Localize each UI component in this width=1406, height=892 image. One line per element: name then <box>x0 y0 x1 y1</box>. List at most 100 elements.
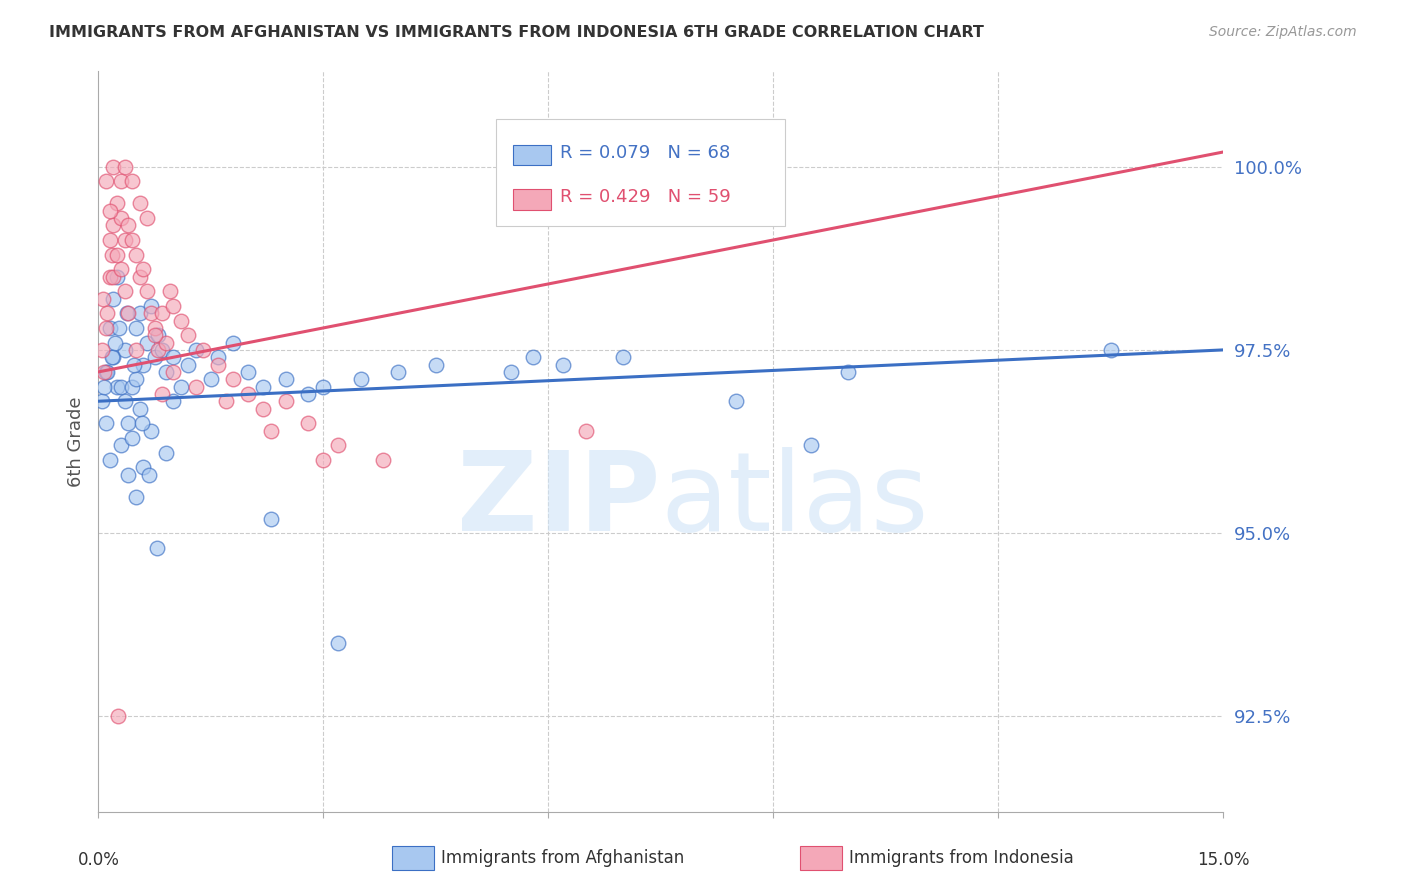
Point <box>724 394 747 409</box>
Point <box>148 328 170 343</box>
Point <box>125 343 148 357</box>
Point <box>132 358 155 372</box>
Point <box>837 365 859 379</box>
Point <box>105 379 128 393</box>
Point <box>162 394 184 409</box>
Point <box>103 292 125 306</box>
Point <box>94 365 117 379</box>
Point <box>125 247 148 261</box>
Point <box>328 438 350 452</box>
Point <box>94 321 117 335</box>
Point <box>387 365 409 379</box>
Point <box>553 358 575 372</box>
Point <box>103 350 125 364</box>
Text: ZIP: ZIP <box>457 447 661 554</box>
Point <box>162 365 184 379</box>
Point <box>312 379 335 393</box>
Point <box>297 416 319 430</box>
Point <box>612 350 634 364</box>
Point <box>143 328 166 343</box>
Point <box>94 416 117 430</box>
Point <box>260 424 283 438</box>
Point <box>124 358 146 372</box>
Point <box>98 269 121 284</box>
Point <box>121 431 143 445</box>
Point <box>94 174 117 188</box>
Point <box>114 285 136 299</box>
Point <box>138 467 160 482</box>
Point <box>252 401 274 416</box>
Point <box>110 211 132 225</box>
Point <box>177 358 200 372</box>
Point <box>522 350 544 364</box>
Point <box>238 387 260 401</box>
Point <box>155 365 177 379</box>
Point <box>170 313 193 327</box>
Point <box>100 203 122 218</box>
Point <box>312 453 335 467</box>
Point <box>104 335 127 350</box>
Point <box>93 379 115 393</box>
Point <box>117 306 139 320</box>
Point <box>132 460 155 475</box>
Point <box>162 299 184 313</box>
Text: atlas: atlas <box>661 447 929 554</box>
Point <box>207 350 229 364</box>
Point <box>110 262 132 277</box>
Point <box>146 541 169 555</box>
Point <box>252 379 274 393</box>
Point <box>91 394 114 409</box>
Point <box>139 306 162 320</box>
Point <box>96 306 118 320</box>
Point <box>139 299 162 313</box>
Point <box>143 350 166 364</box>
Point <box>274 394 297 409</box>
Point <box>800 438 823 452</box>
Text: 0.0%: 0.0% <box>77 851 120 869</box>
Point <box>132 262 155 277</box>
Point <box>105 247 128 261</box>
Point <box>110 438 132 452</box>
Point <box>162 350 184 364</box>
Point <box>260 511 283 525</box>
Point <box>128 269 150 284</box>
Point <box>170 379 193 393</box>
Point <box>350 372 373 386</box>
Point <box>238 365 260 379</box>
Point <box>117 467 139 482</box>
Point <box>105 196 128 211</box>
Point <box>274 372 297 386</box>
Point <box>297 387 319 401</box>
Point <box>136 285 159 299</box>
Point <box>125 372 148 386</box>
Point <box>121 379 143 393</box>
Point <box>184 343 207 357</box>
Point <box>125 490 148 504</box>
Point <box>105 269 128 284</box>
Point <box>150 387 173 401</box>
Point <box>222 335 245 350</box>
Point <box>139 424 162 438</box>
Point <box>98 233 121 247</box>
Point <box>373 453 395 467</box>
Point <box>117 416 139 430</box>
Text: R = 0.079   N = 68: R = 0.079 N = 68 <box>560 144 730 161</box>
Text: Source: ZipAtlas.com: Source: ZipAtlas.com <box>1209 25 1357 39</box>
Point <box>136 335 159 350</box>
Y-axis label: 6th Grade: 6th Grade <box>66 396 84 487</box>
Point <box>114 394 136 409</box>
Point <box>575 424 598 438</box>
Point <box>101 350 124 364</box>
Point <box>108 321 131 335</box>
Point <box>125 321 148 335</box>
Point <box>98 321 121 335</box>
Text: R = 0.429   N = 59: R = 0.429 N = 59 <box>560 188 730 206</box>
Point <box>222 372 245 386</box>
Point <box>117 219 139 233</box>
Text: Immigrants from Afghanistan: Immigrants from Afghanistan <box>441 849 685 867</box>
Point <box>103 160 125 174</box>
Point <box>93 365 115 379</box>
Point <box>91 343 114 357</box>
Point <box>128 401 150 416</box>
Point <box>207 358 229 372</box>
